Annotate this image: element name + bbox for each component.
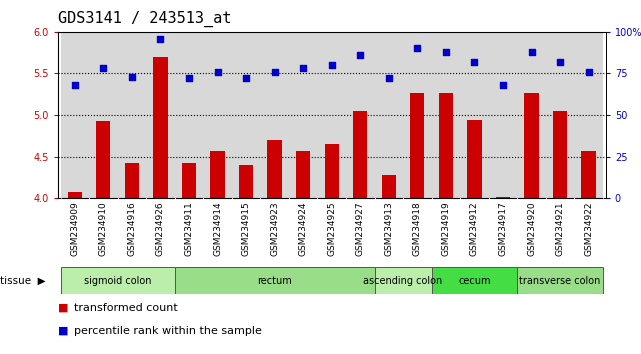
Text: GSM234909: GSM234909 bbox=[71, 201, 79, 256]
Text: ascending colon: ascending colon bbox=[363, 275, 443, 286]
Bar bbox=[60, 267, 175, 294]
Bar bbox=[68, 193, 82, 198]
Bar bbox=[517, 32, 545, 198]
Bar bbox=[175, 32, 203, 198]
Bar bbox=[182, 163, 196, 198]
Text: GSM234921: GSM234921 bbox=[556, 201, 565, 256]
Bar bbox=[553, 111, 567, 198]
Text: GSM234917: GSM234917 bbox=[499, 201, 508, 256]
Point bbox=[127, 74, 137, 80]
Bar bbox=[96, 121, 110, 198]
Bar bbox=[289, 32, 317, 198]
Point bbox=[212, 69, 222, 75]
Bar bbox=[574, 32, 603, 198]
Point bbox=[298, 65, 308, 71]
Bar bbox=[125, 163, 139, 198]
Bar bbox=[381, 175, 396, 198]
Text: GSM234926: GSM234926 bbox=[156, 201, 165, 256]
Bar bbox=[260, 32, 289, 198]
Bar bbox=[517, 267, 603, 294]
Bar bbox=[267, 140, 282, 198]
Bar bbox=[438, 93, 453, 198]
Bar bbox=[545, 32, 574, 198]
Text: GSM234920: GSM234920 bbox=[527, 201, 536, 256]
Point bbox=[441, 49, 451, 55]
Bar bbox=[346, 32, 374, 198]
Point bbox=[241, 76, 251, 81]
Point bbox=[412, 46, 422, 51]
Text: transformed count: transformed count bbox=[74, 303, 178, 313]
Bar bbox=[60, 32, 89, 198]
Text: ■: ■ bbox=[58, 326, 68, 336]
Text: GSM234923: GSM234923 bbox=[270, 201, 279, 256]
Bar bbox=[403, 32, 431, 198]
Bar bbox=[488, 32, 517, 198]
Point bbox=[327, 62, 337, 68]
Text: GSM234915: GSM234915 bbox=[242, 201, 251, 256]
Point bbox=[355, 52, 365, 58]
Point bbox=[555, 59, 565, 65]
Point bbox=[384, 76, 394, 81]
Bar bbox=[460, 32, 488, 198]
Bar bbox=[296, 151, 310, 198]
Point bbox=[469, 59, 479, 65]
Bar bbox=[431, 32, 460, 198]
Bar bbox=[431, 267, 517, 294]
Point bbox=[98, 65, 108, 71]
Bar bbox=[524, 93, 538, 198]
Text: GSM234914: GSM234914 bbox=[213, 201, 222, 256]
Bar bbox=[146, 32, 175, 198]
Text: rectum: rectum bbox=[257, 275, 292, 286]
Text: GSM234911: GSM234911 bbox=[185, 201, 194, 256]
Bar bbox=[317, 32, 346, 198]
Point bbox=[498, 82, 508, 88]
Point bbox=[269, 69, 279, 75]
Point bbox=[526, 49, 537, 55]
Bar bbox=[118, 32, 146, 198]
Point bbox=[155, 36, 165, 41]
Point bbox=[70, 82, 80, 88]
Bar bbox=[353, 111, 367, 198]
Bar bbox=[496, 196, 510, 198]
Text: GSM234919: GSM234919 bbox=[442, 201, 451, 256]
Bar bbox=[324, 144, 339, 198]
Bar bbox=[374, 267, 431, 294]
Bar bbox=[232, 32, 260, 198]
Text: GSM234922: GSM234922 bbox=[584, 201, 593, 256]
Bar bbox=[89, 32, 118, 198]
Text: GSM234918: GSM234918 bbox=[413, 201, 422, 256]
Point bbox=[583, 69, 594, 75]
Bar bbox=[410, 93, 424, 198]
Text: sigmoid colon: sigmoid colon bbox=[84, 275, 151, 286]
Text: tissue  ▶: tissue ▶ bbox=[0, 275, 46, 286]
Bar bbox=[203, 32, 232, 198]
Bar bbox=[467, 120, 481, 198]
Text: ■: ■ bbox=[58, 303, 68, 313]
Text: percentile rank within the sample: percentile rank within the sample bbox=[74, 326, 262, 336]
Text: transverse colon: transverse colon bbox=[519, 275, 601, 286]
Text: GSM234927: GSM234927 bbox=[356, 201, 365, 256]
Point bbox=[184, 76, 194, 81]
Text: GDS3141 / 243513_at: GDS3141 / 243513_at bbox=[58, 11, 231, 27]
Bar bbox=[374, 32, 403, 198]
Bar bbox=[175, 267, 374, 294]
Text: GSM234912: GSM234912 bbox=[470, 201, 479, 256]
Bar bbox=[581, 151, 595, 198]
Text: GSM234910: GSM234910 bbox=[99, 201, 108, 256]
Text: GSM234916: GSM234916 bbox=[128, 201, 137, 256]
Bar bbox=[210, 151, 225, 198]
Text: GSM234925: GSM234925 bbox=[327, 201, 337, 256]
Bar bbox=[239, 165, 253, 198]
Text: GSM234913: GSM234913 bbox=[385, 201, 394, 256]
Text: cecum: cecum bbox=[458, 275, 491, 286]
Bar bbox=[153, 57, 167, 198]
Text: GSM234924: GSM234924 bbox=[299, 201, 308, 256]
